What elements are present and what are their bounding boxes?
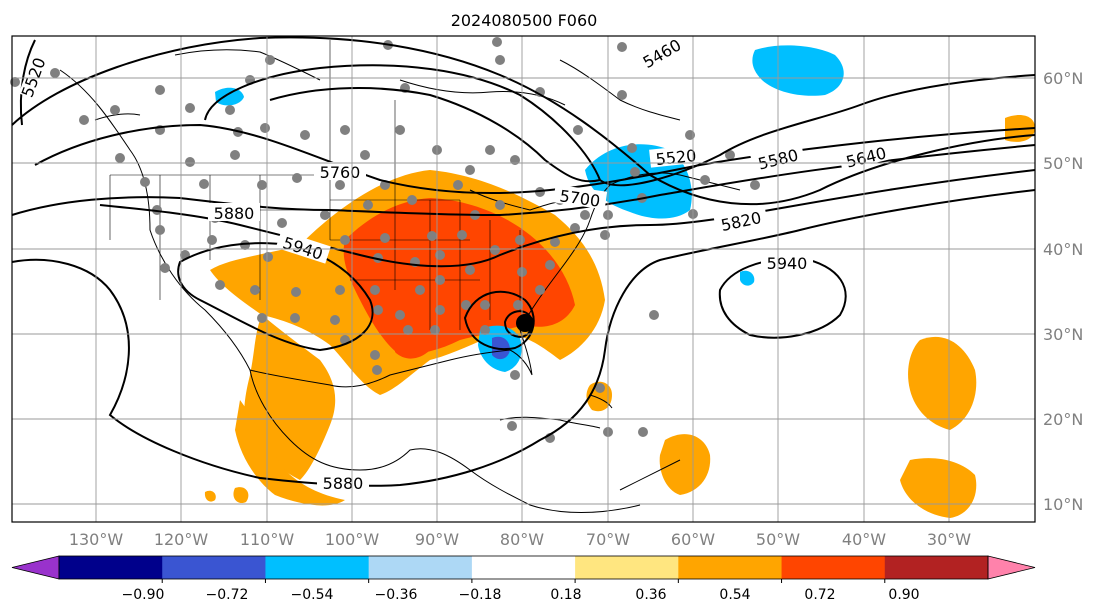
colorbar-tick-label: 0.90 xyxy=(888,587,919,603)
lat-label: 50°N xyxy=(1043,154,1083,173)
lat-label: 40°N xyxy=(1043,240,1083,259)
colorbar-swatch xyxy=(678,556,783,579)
colorbar-extend-high xyxy=(987,555,1036,580)
lon-label: 80°W xyxy=(500,530,544,549)
colorbar-swatch xyxy=(884,556,989,579)
lon-label: 120°W xyxy=(154,530,209,549)
colorbar-tick-label: −0.18 xyxy=(459,587,502,603)
colorbar-tick-label: −0.54 xyxy=(291,587,334,603)
lat-label: 10°N xyxy=(1043,495,1083,514)
map-title: 2024080500 F060 xyxy=(451,11,598,30)
colorbar-tick-label: 0.36 xyxy=(635,587,666,603)
storm-center-marker xyxy=(516,314,534,332)
colorbar-extend-low xyxy=(11,555,60,580)
colorbar: −0.90 −0.72 −0.54 −0.36 −0.18 0.18 0.36 … xyxy=(11,555,1036,603)
contour-label: 5940 xyxy=(767,254,808,273)
map-frame xyxy=(11,35,1036,523)
colorbar-swatch xyxy=(471,556,576,579)
lon-label: 30°W xyxy=(927,530,971,549)
colorbar-swatch xyxy=(265,556,370,579)
contour-label: 5880 xyxy=(323,474,364,493)
lon-label: 90°W xyxy=(415,530,459,549)
longitude-labels: 130°W 120°W 110°W 100°W 90°W 80°W 70°W 6… xyxy=(69,530,971,549)
colorbar-tick-label: 0.54 xyxy=(719,587,750,603)
lat-label: 20°N xyxy=(1043,410,1083,429)
colorbar-tick-label: −0.90 xyxy=(122,587,165,603)
lon-label: 50°W xyxy=(756,530,800,549)
contour-label: 5880 xyxy=(214,204,255,223)
latitude-labels: 60°N 50°N 40°N 30°N 20°N 10°N xyxy=(1043,69,1083,514)
colorbar-ticks xyxy=(161,579,886,583)
colorbar-swatch xyxy=(162,556,266,579)
lon-label: 130°W xyxy=(69,530,124,549)
colorbar-tick-label: 0.72 xyxy=(804,587,835,603)
colorbar-tick-label: 0.18 xyxy=(550,587,581,603)
map-panel: 5520 5460 5760 5880 5940 5700 xyxy=(10,35,1036,523)
colorbar-swatch xyxy=(575,556,679,579)
colorbar-swatch xyxy=(368,556,473,579)
colorbar-swatch xyxy=(781,556,886,579)
lon-label: 40°W xyxy=(842,530,886,549)
contour-label: 5760 xyxy=(320,163,361,182)
lon-label: 100°W xyxy=(325,530,380,549)
colorbar-tick-labels: −0.90 −0.72 −0.54 −0.36 −0.18 0.18 0.36 … xyxy=(122,587,920,603)
colorbar-swatch xyxy=(59,556,163,579)
lon-label: 110°W xyxy=(240,530,295,549)
colorbar-frame xyxy=(58,555,989,580)
colorbar-tick-label: −0.72 xyxy=(206,587,249,603)
lon-label: 70°W xyxy=(586,530,630,549)
lat-label: 60°N xyxy=(1043,69,1083,88)
colorbar-tick-label: −0.36 xyxy=(375,587,418,603)
graticule xyxy=(12,36,1035,522)
lon-label: 60°W xyxy=(671,530,715,549)
lat-label: 30°N xyxy=(1043,325,1083,344)
colorbar-swatches xyxy=(11,555,1036,580)
